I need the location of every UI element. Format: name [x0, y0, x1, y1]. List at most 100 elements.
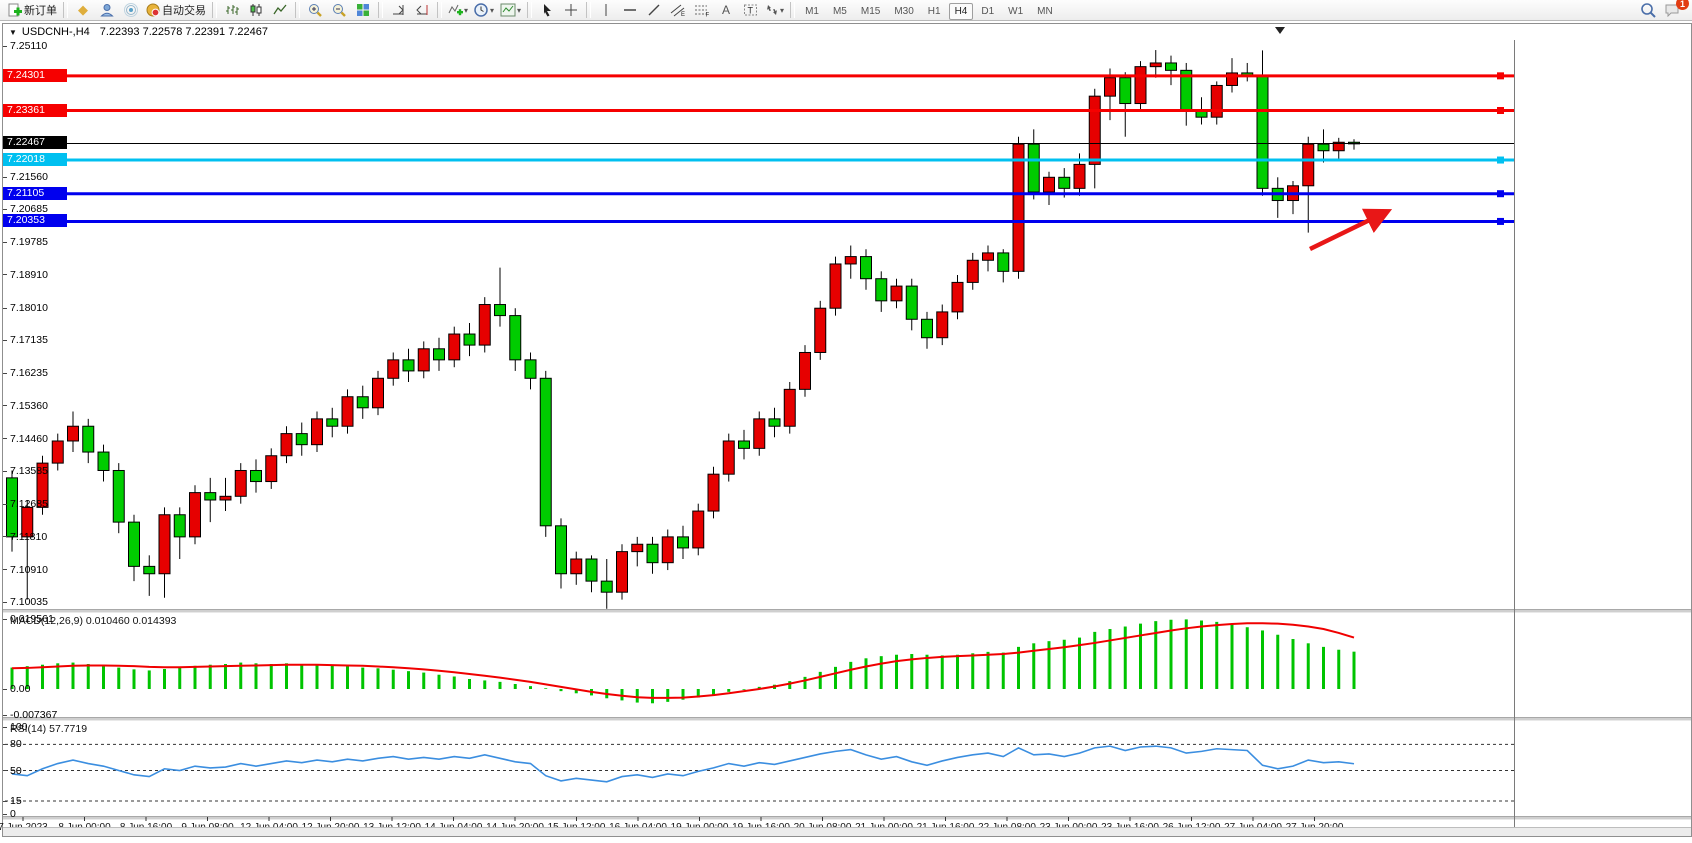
text-button[interactable]: A — [722, 3, 731, 17]
timeframe-M1[interactable]: M1 — [805, 6, 819, 17]
arrows-button[interactable]: ▾ — [763, 1, 786, 19]
timeframe-H4[interactable]: H4 — [948, 3, 974, 20]
crate-icon: ◆ — [78, 2, 88, 17]
text-label-button[interactable]: T — [739, 1, 761, 19]
candlestick-chart-icon — [250, 4, 262, 16]
bear-candle — [112, 469, 125, 523]
bear-candle — [463, 333, 476, 346]
bear-candle — [82, 425, 95, 453]
notifications-button[interactable]: 1 — [1661, 0, 1689, 19]
price-axis-tick: 7.19785 — [3, 236, 48, 248]
new-order-icon — [7, 3, 22, 18]
bear-candle — [677, 536, 689, 549]
auto-scroll-button[interactable] — [387, 1, 409, 19]
bar-chart-button[interactable] — [221, 1, 243, 19]
zoom-out-button[interactable] — [328, 1, 350, 19]
pane-splitter[interactable] — [3, 609, 1691, 613]
bear-candle — [97, 451, 110, 471]
zoom-in-button[interactable] — [304, 1, 326, 19]
bull-candle — [844, 256, 857, 265]
profile-button[interactable] — [96, 1, 118, 19]
timeframe-W1[interactable]: W1 — [1008, 6, 1024, 17]
line-chart-button[interactable] — [269, 1, 291, 19]
period-button[interactable]: ▾ — [472, 1, 496, 19]
bear-candle — [1317, 143, 1330, 152]
bull-candle — [417, 348, 430, 372]
price-axis-tick: 7.18910 — [3, 269, 48, 281]
new-order-button[interactable]: 新订单 — [5, 1, 59, 19]
macd-axis-tick: -0.007367 — [3, 709, 57, 721]
bull-candle — [1134, 66, 1147, 105]
chart-shift-button[interactable] — [411, 1, 433, 19]
window-bottom-strip — [3, 827, 1691, 836]
bear-candle — [1165, 62, 1177, 71]
clock-icon — [474, 2, 488, 17]
timeframe-M5[interactable]: M5 — [832, 6, 847, 17]
level-line-handle — [1497, 217, 1504, 225]
timeframe-H1[interactable]: H1 — [927, 6, 941, 17]
bear-candle — [1256, 74, 1269, 189]
fibonacci-button[interactable]: F — [691, 1, 713, 19]
chart-ohlc-values: 7.22393 7.22578 7.22391 7.22467 — [99, 26, 268, 38]
tile-windows-button[interactable] — [352, 1, 374, 19]
svg-text:E: E — [681, 12, 685, 17]
timeframe-MN[interactable]: MN — [1037, 6, 1053, 17]
bull-candle — [234, 469, 247, 497]
template-button[interactable]: ▾ — [498, 1, 523, 19]
bull-candle — [67, 425, 79, 442]
indicators-button[interactable]: ▾ — [446, 1, 470, 19]
rsi-axis-tick: 80 — [3, 738, 22, 750]
bear-candle — [295, 433, 308, 446]
equidistant-channel-button[interactable]: E — [667, 1, 689, 19]
search-button[interactable] — [1637, 1, 1659, 19]
crosshair-button[interactable] — [560, 1, 582, 19]
price-axis-tick: 7.15360 — [3, 400, 48, 412]
bull-candle — [219, 495, 232, 501]
price-axis-tick: 7.13585 — [3, 465, 48, 477]
bull-candle — [265, 455, 278, 483]
bull-candle — [936, 311, 949, 339]
pane-splitter[interactable] — [3, 717, 1691, 721]
price-axis-tick: 7.18010 — [3, 302, 48, 314]
bear-candle — [509, 315, 522, 361]
bull-candle — [982, 252, 994, 261]
price-axis-tick: 7.10035 — [3, 596, 48, 608]
chart-dropdown-icon[interactable]: ▼ — [9, 27, 17, 37]
price-scale-border — [1514, 40, 1515, 832]
chart-window[interactable]: ▼ USDCNH-,H4 7.22393 7.22578 7.22391 7.2… — [0, 23, 1692, 837]
autotrade-button[interactable]: 自动交易 — [144, 1, 208, 19]
timeframe-D1[interactable]: D1 — [981, 6, 995, 17]
bull-candle — [1088, 95, 1101, 165]
chart-canvas[interactable] — [3, 24, 1691, 836]
rsi-axis-tick: 0 — [3, 808, 16, 820]
dropdown-caret-icon: ▾ — [517, 5, 522, 15]
cursor-button[interactable] — [536, 1, 558, 19]
bear-candle — [997, 252, 1010, 272]
bear-candle — [539, 377, 552, 527]
vertical-line-button[interactable] — [595, 1, 617, 19]
toolbar-separator — [437, 2, 442, 18]
chart-shift-marker[interactable] — [1275, 27, 1285, 34]
timeframe-group: M1 M5 M15 M30 H1 H4 D1 W1 MN — [798, 1, 1060, 20]
bull-candle — [1332, 141, 1345, 152]
bull-candle — [661, 536, 674, 564]
timeframe-M30[interactable]: M30 — [894, 6, 914, 17]
toolbar-separator — [790, 2, 796, 18]
candlestick-chart-button[interactable] — [245, 1, 267, 19]
level-line-handle — [1497, 107, 1504, 115]
bull-candle — [1043, 176, 1055, 193]
market-watch-button[interactable]: ◆ — [72, 1, 94, 19]
bull-candle — [51, 440, 64, 464]
price-axis-tick: 7.11810 — [3, 531, 47, 543]
bear-candle — [1119, 77, 1132, 105]
trendline-button[interactable] — [643, 1, 665, 19]
horizontal-line-button[interactable] — [619, 1, 641, 19]
fibonacci-icon: F — [695, 5, 710, 17]
bull-candle — [158, 514, 171, 575]
timeframe-M15[interactable]: M15 — [860, 6, 881, 17]
bull-candle — [722, 440, 735, 475]
price-level-badge: 7.24301 — [3, 68, 67, 82]
bear-candle — [250, 469, 262, 483]
signal-button[interactable] — [120, 1, 142, 19]
bull-candle — [707, 473, 720, 512]
